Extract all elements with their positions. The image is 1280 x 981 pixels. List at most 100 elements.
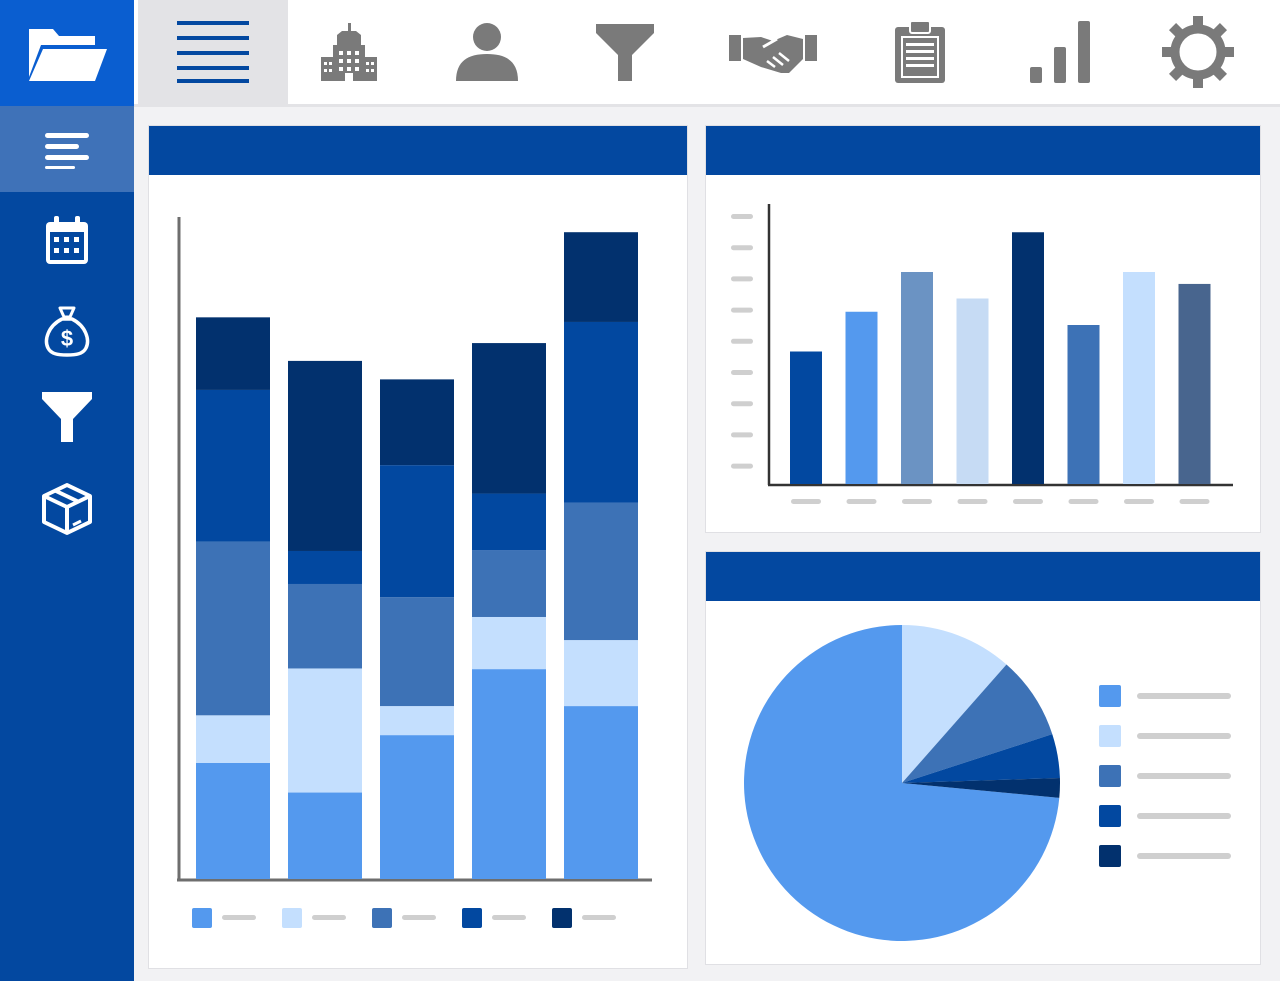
pie-slice-1 <box>902 625 1007 783</box>
column-chart-panel <box>705 125 1261 533</box>
column-bar-0 <box>790 351 822 484</box>
legend-swatch-3 <box>1099 805 1121 827</box>
text-lines-icon <box>45 133 89 169</box>
column-bar-3 <box>956 298 989 484</box>
legend-swatch-4 <box>1099 845 1121 867</box>
bar-segment-0-2 <box>196 541 270 716</box>
bar-chart-icon <box>1030 21 1090 83</box>
sidebar-item-reports[interactable] <box>0 106 134 192</box>
tab-menu[interactable] <box>138 0 288 104</box>
bar-segment-4-0 <box>564 706 638 879</box>
user-icon <box>456 23 518 81</box>
y-tick-label-5 <box>731 370 753 375</box>
pie-slices-group <box>744 625 1061 941</box>
stacked-bar-panel <box>148 125 688 969</box>
legend-swatch-3 <box>462 908 482 928</box>
y-tick-label-8 <box>731 463 753 469</box>
stacked-bar-chart <box>177 217 652 928</box>
pie-slice-2 <box>902 664 1053 783</box>
bar-segment-2-0 <box>380 735 454 879</box>
tab-pipeline[interactable] <box>576 0 674 104</box>
pie-chart-panel-header <box>706 552 1260 601</box>
pie-chart <box>744 625 1231 941</box>
column-bar-2 <box>901 272 933 484</box>
bar-segment-4-4 <box>564 232 638 322</box>
bar-segment-0-0 <box>196 762 270 879</box>
gear-icon <box>1162 16 1234 88</box>
legend-label-1 <box>1137 733 1231 739</box>
pie-slice-4 <box>902 778 1061 798</box>
svg-text:$: $ <box>61 326 73 351</box>
legend-label-0 <box>222 915 256 920</box>
x-tick-label-4 <box>1013 499 1043 504</box>
bar-segment-1-2 <box>288 583 362 669</box>
y-tick-label-7 <box>731 432 753 438</box>
pie-slice-3 <box>902 734 1060 783</box>
x-tick-label-6 <box>1124 499 1154 504</box>
x-tick-label-3 <box>957 499 988 504</box>
money-bag-icon: $ <box>44 306 90 357</box>
tab-tasks[interactable] <box>870 0 970 104</box>
legend-label-4 <box>582 915 616 920</box>
legend-label-2 <box>402 915 436 920</box>
folder-open-icon <box>29 29 107 81</box>
y-tick-label-6 <box>731 401 753 407</box>
column-bar-7 <box>1178 283 1211 484</box>
tab-deals[interactable] <box>720 0 826 104</box>
x-tick-label-5 <box>1068 499 1099 504</box>
box-icon <box>42 483 92 535</box>
bar-segment-4-2 <box>564 502 638 641</box>
building-icon <box>321 23 377 81</box>
sidebar-item-finance[interactable]: $ <box>0 288 134 374</box>
stacked-bar-panel-header <box>149 126 687 175</box>
tab-companies[interactable] <box>300 0 398 104</box>
sidebar: $ <box>0 0 134 981</box>
column-chart-panel-header <box>706 126 1260 175</box>
tab-analytics[interactable] <box>1010 0 1110 104</box>
bar-segment-3-2 <box>472 550 546 617</box>
filter-icon <box>42 392 92 442</box>
sidebar-item-filter[interactable] <box>0 374 134 460</box>
bar-segment-1-0 <box>288 792 362 879</box>
sidebar-item-products[interactable] <box>0 466 134 552</box>
y-tick-label-0 <box>731 214 753 219</box>
x-tick-label-2 <box>902 499 932 504</box>
bar-segment-2-2 <box>380 597 454 707</box>
bar-segment-3-0 <box>472 669 546 879</box>
legend-label-2 <box>1137 773 1231 779</box>
pie-slice-0 <box>744 625 1060 941</box>
y-tick-label-2 <box>731 276 753 282</box>
column-bar-1 <box>845 311 878 484</box>
column-bar-5 <box>1067 325 1100 484</box>
bar-segment-1-3 <box>288 550 362 584</box>
bar-segment-1-1 <box>288 668 362 793</box>
toolbar-divider <box>134 104 1280 107</box>
tab-contacts[interactable] <box>438 0 536 104</box>
tab-settings[interactable] <box>1146 0 1250 104</box>
legend-swatch-2 <box>372 908 392 928</box>
menu-icon <box>177 21 249 83</box>
sidebar-item-calendar[interactable] <box>0 198 134 284</box>
column-bar-4 <box>1012 232 1044 484</box>
legend-label-1 <box>312 915 346 920</box>
y-tick-label-1 <box>731 245 753 251</box>
column-bar-6 <box>1123 272 1155 484</box>
bar-segment-0-4 <box>196 317 270 390</box>
clipboard-icon <box>895 20 945 83</box>
legend-label-0 <box>1137 693 1231 699</box>
bar-segment-3-4 <box>472 343 546 494</box>
calendar-icon <box>46 216 88 264</box>
y-tick-label-3 <box>731 307 753 313</box>
bar-segment-2-1 <box>380 706 454 736</box>
bar-segment-0-1 <box>196 715 270 763</box>
pie-chart-panel <box>705 551 1261 965</box>
legend-swatch-4 <box>552 908 572 928</box>
bar-segment-1-4 <box>288 360 362 551</box>
legend-label-3 <box>492 915 526 920</box>
legend-swatch-1 <box>282 908 302 928</box>
legend-label-4 <box>1137 853 1231 859</box>
legend-swatch-1 <box>1099 725 1121 747</box>
y-tick-label-4 <box>731 338 753 344</box>
brand-logo[interactable] <box>0 0 134 106</box>
handshake-icon <box>729 35 817 73</box>
